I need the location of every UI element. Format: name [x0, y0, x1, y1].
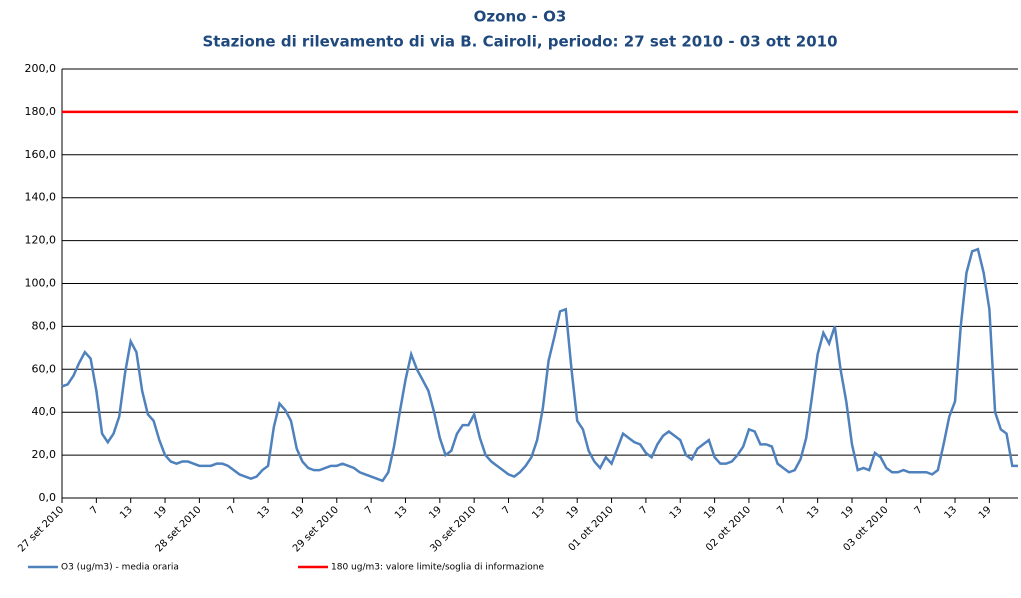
- y-tick-label: 140,0: [25, 191, 57, 204]
- chart-title: Ozono - O3: [474, 8, 567, 26]
- y-tick-label: 180,0: [25, 105, 57, 118]
- y-tick-label: 40,0: [32, 405, 57, 418]
- y-tick-label: 100,0: [25, 277, 57, 290]
- x-tick-label: 7: [775, 504, 787, 516]
- x-tick-label: 19: [702, 504, 719, 521]
- y-tick-label: 60,0: [32, 362, 57, 375]
- x-tick-label: 7: [638, 504, 650, 516]
- x-tick-label: 19: [565, 504, 582, 521]
- x-tick-label: 13: [118, 504, 135, 521]
- y-tick-label: 0,0: [39, 491, 57, 504]
- series-line: [61, 247, 1018, 483]
- x-tick-label: 19: [839, 504, 856, 521]
- x-tick-label: 19: [153, 504, 170, 521]
- y-tick-label: 120,0: [25, 234, 57, 247]
- y-tick-label: 80,0: [32, 319, 57, 332]
- y-tick-label: 160,0: [25, 148, 57, 161]
- x-tick-label: 19: [977, 504, 994, 521]
- chart-subtitle: Stazione di rilevamento di via B. Cairol…: [202, 33, 837, 51]
- legend-label: 180 ug/m3: valore limite/soglia di infor…: [331, 563, 544, 573]
- legend-label: O3 (ug/m3) - media oraria: [61, 563, 179, 573]
- x-tick-label: 7: [88, 504, 100, 516]
- x-tick-label: 27 set 2010: [16, 504, 66, 554]
- x-tick-label: 13: [393, 504, 410, 521]
- x-tick-label: 13: [256, 504, 273, 521]
- x-tick-label: 13: [805, 504, 822, 521]
- y-tick-label: 200,0: [25, 62, 57, 75]
- x-tick-label: 7: [500, 504, 512, 516]
- y-tick-label: 20,0: [32, 448, 57, 461]
- x-tick-label: 7: [913, 504, 925, 516]
- x-tick-label: 7: [363, 504, 375, 516]
- x-tick-label: 19: [290, 504, 307, 521]
- x-tick-label: 19: [427, 504, 444, 521]
- x-tick-label: 7: [226, 504, 238, 516]
- x-tick-label: 13: [530, 504, 547, 521]
- x-tick-label: 13: [942, 504, 959, 521]
- x-tick-label: 13: [668, 504, 685, 521]
